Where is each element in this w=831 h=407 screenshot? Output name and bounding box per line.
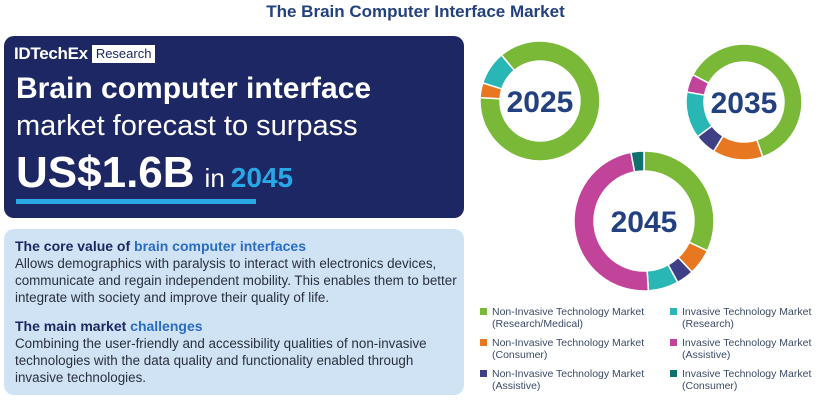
donut-2025-slice-2 bbox=[481, 53, 516, 90]
legend-swatch bbox=[480, 339, 487, 346]
legend-item: Non-Invasive Technology Market (Research… bbox=[480, 306, 660, 330]
donut-2045-slice-4 bbox=[573, 151, 650, 292]
forecast-year: 2045 bbox=[230, 162, 294, 193]
info-box: The core value of brain computer interfa… bbox=[4, 229, 464, 395]
core-value-heading-accent: brain computer interfaces bbox=[134, 238, 306, 254]
legend-label: Non-Invasive Technology Market (Assistiv… bbox=[492, 368, 645, 392]
forecast-banner: IDTechEx Research Brain computer interfa… bbox=[4, 36, 464, 218]
headline-line-3: US$1.6B in 2045 bbox=[16, 148, 293, 198]
donut-charts: 2025 2035 2045 bbox=[479, 40, 803, 292]
idtechex-logo: IDTechEx Research bbox=[14, 44, 156, 64]
donut-2035-label: 2035 bbox=[711, 87, 778, 120]
logo-tag: Research bbox=[91, 45, 156, 63]
donut-2035-slice-0 bbox=[691, 43, 803, 158]
accent-underline bbox=[16, 199, 256, 204]
legend-swatch bbox=[670, 370, 677, 377]
legend-item: Invasive Technology Market (Research) bbox=[670, 306, 820, 330]
core-value-text: Allows demographics with paralysis to in… bbox=[15, 256, 457, 305]
logo-brand: IDTechEx bbox=[14, 44, 88, 63]
core-value-heading-prefix: The core value of bbox=[15, 238, 135, 254]
legend-item: Invasive Technology Market (Consumer) bbox=[670, 368, 820, 392]
legend-label: Invasive Technology Market (Consumer) bbox=[682, 368, 812, 392]
legend-item: Non-Invasive Technology Market (Consumer… bbox=[480, 337, 660, 361]
challenges-heading: The main market challenges bbox=[15, 318, 203, 335]
legend-swatch bbox=[480, 370, 487, 377]
legend-label: Invasive Technology Market (Assistive) bbox=[682, 337, 812, 361]
donut-2035-slice-4 bbox=[686, 73, 710, 96]
legend-item: Invasive Technology Market (Assistive) bbox=[670, 337, 820, 361]
legend-label: Non-Invasive Technology Market (Consumer… bbox=[492, 337, 645, 361]
challenges-heading-prefix: The main market bbox=[15, 318, 131, 334]
legend-swatch bbox=[480, 308, 487, 315]
page-title: The Brain Computer Interface Market bbox=[266, 2, 565, 21]
challenges-text: Combining the user-friendly and accessib… bbox=[15, 336, 427, 385]
legend-swatch bbox=[670, 308, 677, 315]
donut-2025-label: 2025 bbox=[507, 86, 574, 119]
donut-2045-slice-5 bbox=[630, 150, 645, 173]
legend-label: Invasive Technology Market (Research) bbox=[682, 306, 812, 330]
headline-line-1: Brain computer interface bbox=[16, 72, 372, 105]
headline-line-2: market forecast to surpass bbox=[16, 110, 358, 142]
in-word: in bbox=[204, 163, 225, 193]
donut-2045-label: 2045 bbox=[611, 206, 678, 239]
legend-item: Non-Invasive Technology Market (Assistiv… bbox=[480, 368, 660, 392]
legend-swatch bbox=[670, 339, 677, 346]
legend-label: Non-Invasive Technology Market (Research… bbox=[492, 306, 645, 330]
challenges-heading-accent: challenges bbox=[130, 318, 203, 334]
forecast-amount: US$1.6B bbox=[16, 148, 195, 197]
core-value-heading: The core value of brain computer interfa… bbox=[15, 238, 306, 255]
donut-2025-slice-0 bbox=[479, 40, 601, 162]
